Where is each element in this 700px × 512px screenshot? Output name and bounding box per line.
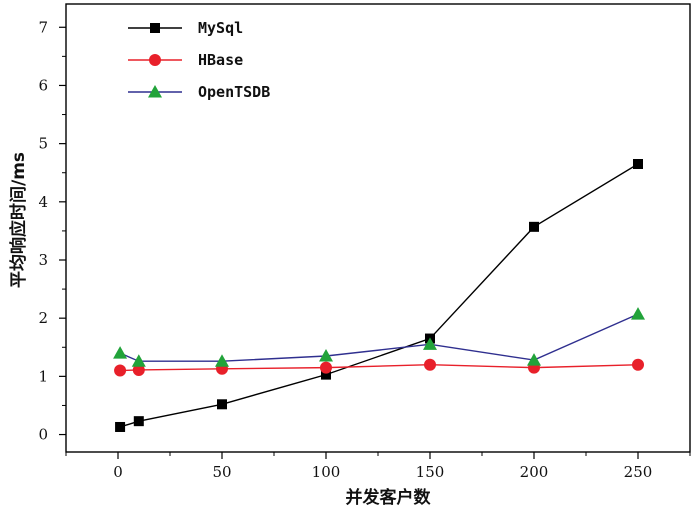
- y-tick-label: 7: [38, 18, 48, 36]
- x-tick-label: 200: [520, 463, 549, 481]
- series-line-hbase: [120, 364, 639, 372]
- data-point-mysql: [321, 369, 331, 380]
- x-tick-label: 100: [312, 463, 341, 481]
- y-tick-label: 1: [38, 367, 48, 385]
- legend-label: MySql: [198, 19, 243, 37]
- x-axis-title: 并发客户数: [346, 487, 432, 508]
- y-tick-label: 5: [38, 135, 48, 153]
- legend-item-hbase: HBase: [128, 51, 243, 69]
- legend-marker: [149, 54, 161, 66]
- y-tick-label: 6: [38, 76, 48, 94]
- data-point-hbase: [320, 361, 332, 374]
- data-point-hbase: [424, 358, 436, 371]
- x-tick-label: 50: [212, 463, 231, 481]
- y-axis-title: 平均响应时间/ms: [8, 152, 29, 288]
- legend-label: OpenTSDB: [198, 83, 270, 101]
- data-point-opentsdb: [319, 349, 333, 362]
- data-point-mysql: [115, 421, 126, 432]
- data-point-opentsdb: [527, 353, 541, 366]
- legend-marker: [150, 23, 160, 33]
- data-point-mysql: [217, 399, 227, 410]
- series-mysql: [115, 159, 643, 432]
- x-tick-label: 150: [416, 463, 445, 481]
- series-layer: [113, 159, 645, 432]
- data-point-opentsdb: [423, 337, 437, 350]
- data-point-hbase: [114, 364, 127, 377]
- legend-label: HBase: [198, 51, 243, 69]
- series-opentsdb: [113, 307, 645, 367]
- data-point-hbase: [632, 358, 644, 371]
- x-tick-label: 0: [113, 463, 123, 481]
- data-point-opentsdb: [131, 354, 146, 367]
- y-tick-label: 0: [38, 426, 48, 444]
- data-point-mysql: [633, 159, 643, 169]
- data-point-opentsdb: [113, 346, 128, 359]
- data-point-opentsdb: [215, 354, 229, 367]
- y-tick-label: 3: [38, 251, 48, 269]
- legend-item-opentsdb: OpenTSDB: [128, 83, 270, 101]
- x-tick-label: 250: [624, 463, 653, 481]
- data-point-opentsdb: [631, 307, 645, 320]
- data-point-mysql: [529, 221, 539, 232]
- data-point-hbase: [132, 363, 145, 376]
- plot-frame: [65, 3, 691, 453]
- series-line-mysql: [119, 163, 639, 428]
- axes: 0 50 100 150 200 250 0 1 2 3 4 5 6 7: [38, 3, 691, 481]
- legend: MySql HBase OpenTSDB: [128, 19, 270, 101]
- legend-item-mysql: MySql: [128, 19, 243, 37]
- y-tick-label: 2: [38, 309, 48, 327]
- series-line-opentsdb: [119, 313, 639, 362]
- legend-marker: [148, 85, 162, 98]
- data-point-mysql: [133, 416, 144, 427]
- y-tick-label: 4: [38, 193, 48, 211]
